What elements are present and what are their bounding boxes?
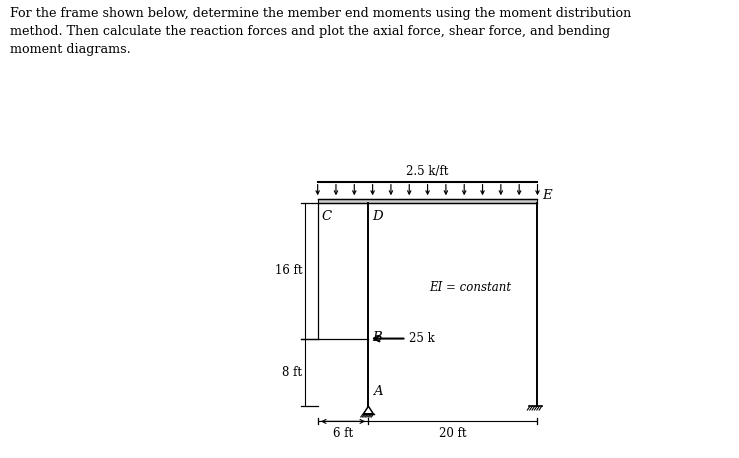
Text: 6 ft: 6 ft xyxy=(333,426,353,440)
Text: C: C xyxy=(321,210,331,223)
Text: 20 ft: 20 ft xyxy=(439,426,467,440)
Text: 8 ft: 8 ft xyxy=(282,366,302,379)
Text: EI = constant: EI = constant xyxy=(429,281,511,294)
Text: 25 k: 25 k xyxy=(409,332,435,345)
Text: D: D xyxy=(372,210,382,223)
Text: E: E xyxy=(542,190,551,202)
Text: A: A xyxy=(372,385,382,398)
Polygon shape xyxy=(364,406,373,414)
Text: 16 ft: 16 ft xyxy=(275,264,302,278)
Bar xyxy=(318,199,537,203)
Text: 2.5 k/ft: 2.5 k/ft xyxy=(406,165,449,178)
Text: For the frame shown below, determine the member end moments using the moment dis: For the frame shown below, determine the… xyxy=(10,7,631,56)
Text: B: B xyxy=(372,331,381,344)
